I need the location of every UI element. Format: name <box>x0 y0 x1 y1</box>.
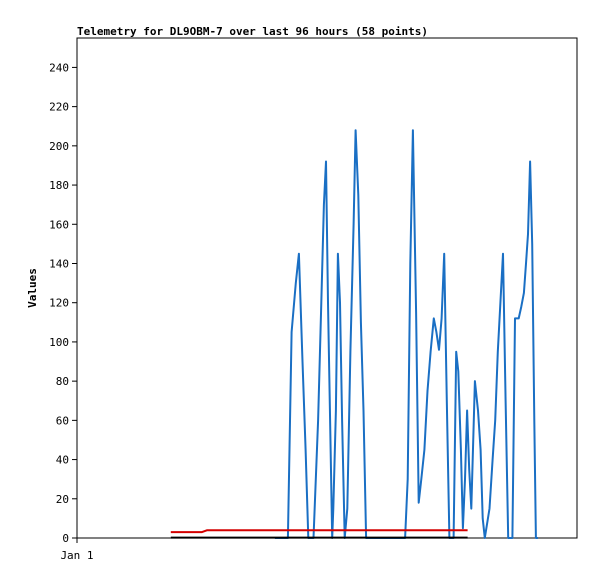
y-tick-label: 80 <box>56 375 69 388</box>
y-tick-label: 120 <box>49 297 69 310</box>
y-tick-label: 20 <box>56 493 69 506</box>
y-tick-label: 0 <box>62 532 69 545</box>
series-layer <box>170 129 538 539</box>
x-tick-label: Jan 1 <box>60 549 93 562</box>
y-tick-label: 240 <box>49 61 69 74</box>
y-tick-label: 60 <box>56 414 69 427</box>
x-axis-ticks: Jan 1 <box>60 538 94 562</box>
y-tick-label: 40 <box>56 454 69 467</box>
y-tick-label: 180 <box>49 179 69 192</box>
y-tick-label: 100 <box>49 336 69 349</box>
chart-title: Telemetry for DL9OBM-7 over last 96 hour… <box>77 25 428 38</box>
y-tick-label: 140 <box>49 257 69 270</box>
y-axis-label: Values <box>26 268 39 308</box>
y-axis-ticks: 0 20 40 60 80 100 120 140 160 180 200 220 240 <box>49 61 77 545</box>
y-tick-label: 200 <box>49 140 69 153</box>
y-tick-label: 220 <box>49 101 69 114</box>
y-tick-label: 160 <box>49 218 69 231</box>
series-line-2 <box>170 529 468 534</box>
series-line-1 <box>274 129 538 539</box>
